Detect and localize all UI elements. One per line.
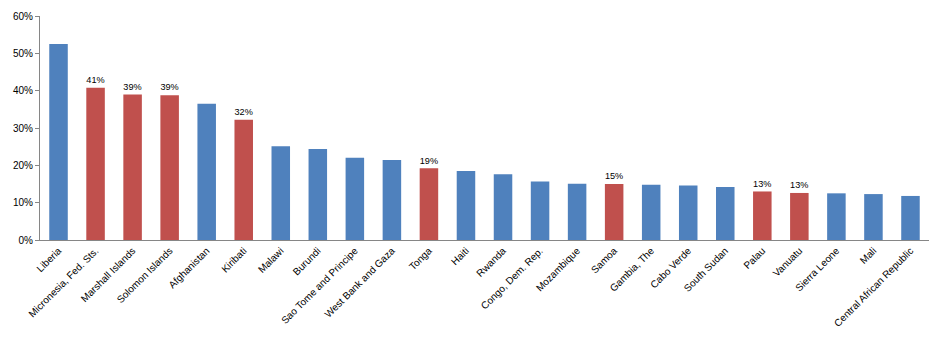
svg-text:19%: 19% — [420, 156, 438, 166]
svg-text:60%: 60% — [13, 11, 33, 22]
svg-text:Sierra Leone: Sierra Leone — [793, 245, 842, 294]
svg-text:Micronesia, Fed. Sts.: Micronesia, Fed. Sts. — [26, 245, 100, 319]
svg-text:Sao Tome and Principe: Sao Tome and Principe — [279, 245, 360, 326]
svg-text:Gambia, The: Gambia, The — [608, 245, 657, 294]
svg-text:13%: 13% — [753, 179, 771, 189]
svg-text:32%: 32% — [234, 107, 252, 117]
svg-text:39%: 39% — [160, 82, 178, 92]
svg-text:Vanuatu: Vanuatu — [771, 245, 805, 279]
svg-text:20%: 20% — [13, 160, 33, 171]
svg-text:Marshall Islands: Marshall Islands — [79, 245, 138, 304]
svg-text:39%: 39% — [123, 82, 141, 92]
svg-text:Central African Republic: Central African Republic — [832, 245, 916, 329]
svg-text:41%: 41% — [86, 75, 104, 85]
svg-text:South Sudan: South Sudan — [682, 245, 731, 294]
svg-text:Palau: Palau — [741, 245, 767, 271]
svg-text:30%: 30% — [13, 123, 33, 134]
svg-text:Congo, Dem. Rep.: Congo, Dem. Rep. — [479, 245, 545, 311]
svg-text:Liberia: Liberia — [34, 245, 63, 274]
svg-text:West Bank and Gaza: West Bank and Gaza — [322, 245, 397, 320]
svg-text:Haiti: Haiti — [449, 245, 471, 267]
svg-text:Malawi: Malawi — [256, 245, 286, 275]
svg-text:0%: 0% — [19, 235, 34, 246]
svg-text:Tonga: Tonga — [407, 245, 434, 272]
svg-text:Mali: Mali — [858, 245, 879, 266]
svg-text:10%: 10% — [13, 197, 33, 208]
svg-text:Cabo Verde: Cabo Verde — [648, 245, 693, 290]
svg-text:Rwanda: Rwanda — [474, 245, 508, 279]
svg-text:50%: 50% — [13, 48, 33, 59]
svg-text:Mozambique: Mozambique — [534, 245, 583, 294]
svg-text:Burundi: Burundi — [291, 245, 323, 277]
svg-text:Samoa: Samoa — [589, 245, 619, 275]
svg-text:Kiribati: Kiribati — [219, 245, 248, 274]
svg-text:15%: 15% — [605, 171, 623, 181]
svg-text:Afghanistan: Afghanistan — [167, 245, 212, 290]
svg-text:40%: 40% — [13, 85, 33, 96]
svg-text:Solomon Islands: Solomon Islands — [115, 245, 175, 305]
svg-text:13%: 13% — [790, 180, 808, 190]
